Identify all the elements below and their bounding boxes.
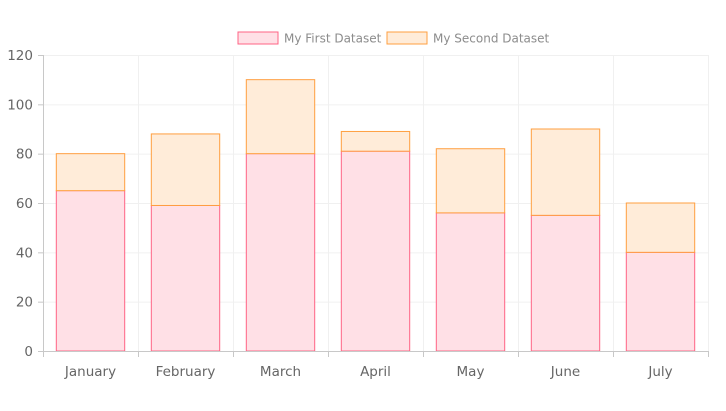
y-tick-label: 60 [16, 196, 33, 212]
x-tick-label: April [360, 364, 391, 380]
x-tick-label: February [156, 364, 216, 380]
y-tick-label: 20 [16, 295, 33, 311]
legend-label: My Second Dataset [433, 32, 550, 46]
bar-second-dataset-march[interactable] [245, 79, 316, 155]
y-tick-label: 100 [7, 97, 33, 113]
bar-first-dataset-february[interactable] [150, 204, 221, 352]
bar-first-dataset-april[interactable] [340, 150, 411, 352]
bar-first-dataset-may[interactable] [435, 212, 506, 352]
x-tick-label: July [647, 364, 672, 380]
bar-first-dataset-march[interactable] [245, 153, 316, 352]
legend-swatch [237, 31, 279, 45]
legend-swatch [386, 31, 428, 45]
bar-second-dataset-february[interactable] [150, 133, 221, 206]
legend-label: My First Dataset [284, 32, 382, 46]
bar-second-dataset-may[interactable] [435, 148, 506, 214]
bar-second-dataset-april[interactable] [340, 130, 411, 152]
y-tick-label: 0 [24, 344, 33, 360]
bar-second-dataset-july[interactable] [625, 202, 696, 253]
y-tick-label: 80 [16, 147, 33, 163]
axes-layer: 0 20 40 60 80 100 120 January February March April… [7, 48, 709, 380]
x-tick-label: March [260, 364, 301, 380]
bar-first-dataset-july[interactable] [625, 251, 696, 352]
legend-item-second-dataset[interactable]: My Second Dataset [386, 31, 550, 46]
y-tick-label: 120 [7, 48, 33, 64]
bar-second-dataset-january[interactable] [55, 153, 126, 192]
legend[interactable]: My First Dataset My Second Dataset [237, 31, 550, 46]
bar-second-dataset-june[interactable] [530, 128, 601, 216]
bar-first-dataset-january[interactable] [55, 190, 126, 352]
x-tick-label: June [550, 364, 580, 380]
x-tick-label: May [457, 364, 485, 380]
legend-item-first-dataset[interactable]: My First Dataset [237, 31, 382, 46]
y-tick-label: 40 [16, 245, 33, 261]
x-tick-label: January [64, 364, 116, 380]
bars-layer [55, 79, 696, 352]
bar-first-dataset-june[interactable] [530, 214, 601, 352]
